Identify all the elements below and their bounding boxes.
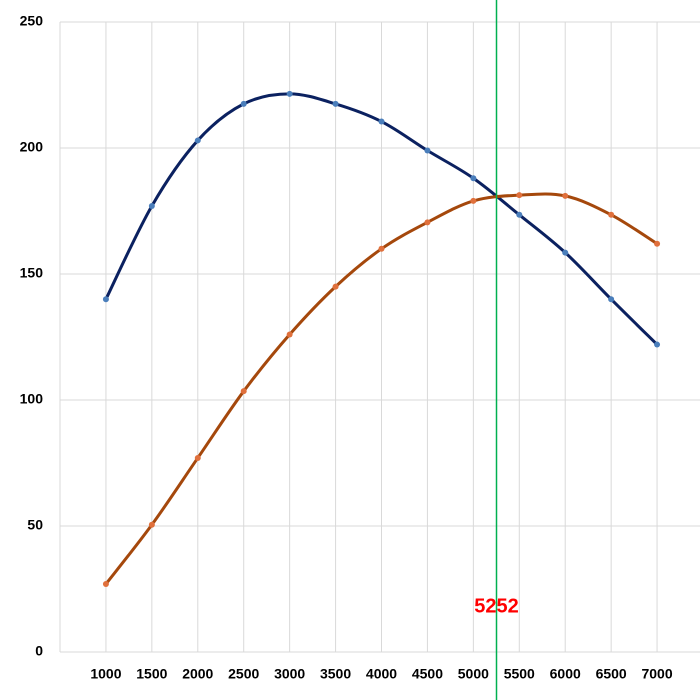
- data-point: [562, 249, 569, 256]
- x-tick-label: 4500: [412, 666, 443, 682]
- y-tick-label: 0: [35, 643, 43, 659]
- data-point: [286, 90, 293, 97]
- data-point: [608, 211, 615, 218]
- data-point: [424, 219, 431, 226]
- x-tick-label: 2500: [228, 666, 259, 682]
- x-tick-label: 2000: [182, 666, 213, 682]
- data-point: [378, 245, 385, 252]
- reference-label: 5252: [474, 595, 519, 617]
- data-point: [654, 341, 661, 348]
- data-point: [332, 283, 339, 290]
- data-point: [470, 197, 477, 204]
- data-point: [148, 521, 155, 528]
- x-tick-label: 7000: [641, 666, 672, 682]
- data-point: [608, 296, 615, 303]
- data-point: [240, 388, 247, 395]
- x-tick-label: 3000: [274, 666, 305, 682]
- x-tick-label: 6000: [550, 666, 581, 682]
- x-tick-label: 5000: [458, 666, 489, 682]
- y-tick-label: 250: [20, 13, 44, 29]
- y-tick-label: 50: [27, 517, 43, 533]
- data-point: [654, 240, 661, 247]
- data-point: [516, 211, 523, 218]
- data-point: [470, 175, 477, 182]
- data-point: [378, 118, 385, 125]
- x-tick-label: 4000: [366, 666, 397, 682]
- data-point: [194, 454, 201, 461]
- y-tick-label: 150: [20, 265, 44, 281]
- x-tick-label: 6500: [596, 666, 627, 682]
- data-point: [562, 192, 569, 199]
- x-tick-label: 5500: [504, 666, 535, 682]
- data-point: [148, 202, 155, 209]
- data-point: [102, 296, 109, 303]
- y-tick-label: 100: [20, 391, 44, 407]
- data-point: [102, 580, 109, 587]
- data-point: [240, 100, 247, 107]
- data-point: [194, 137, 201, 144]
- data-point: [516, 192, 523, 199]
- x-tick-label: 1000: [90, 666, 121, 682]
- data-point: [286, 331, 293, 338]
- data-point: [424, 147, 431, 154]
- x-tick-label: 1500: [136, 666, 167, 682]
- y-tick-label: 200: [20, 139, 44, 155]
- data-point: [332, 100, 339, 107]
- x-tick-label: 3500: [320, 666, 351, 682]
